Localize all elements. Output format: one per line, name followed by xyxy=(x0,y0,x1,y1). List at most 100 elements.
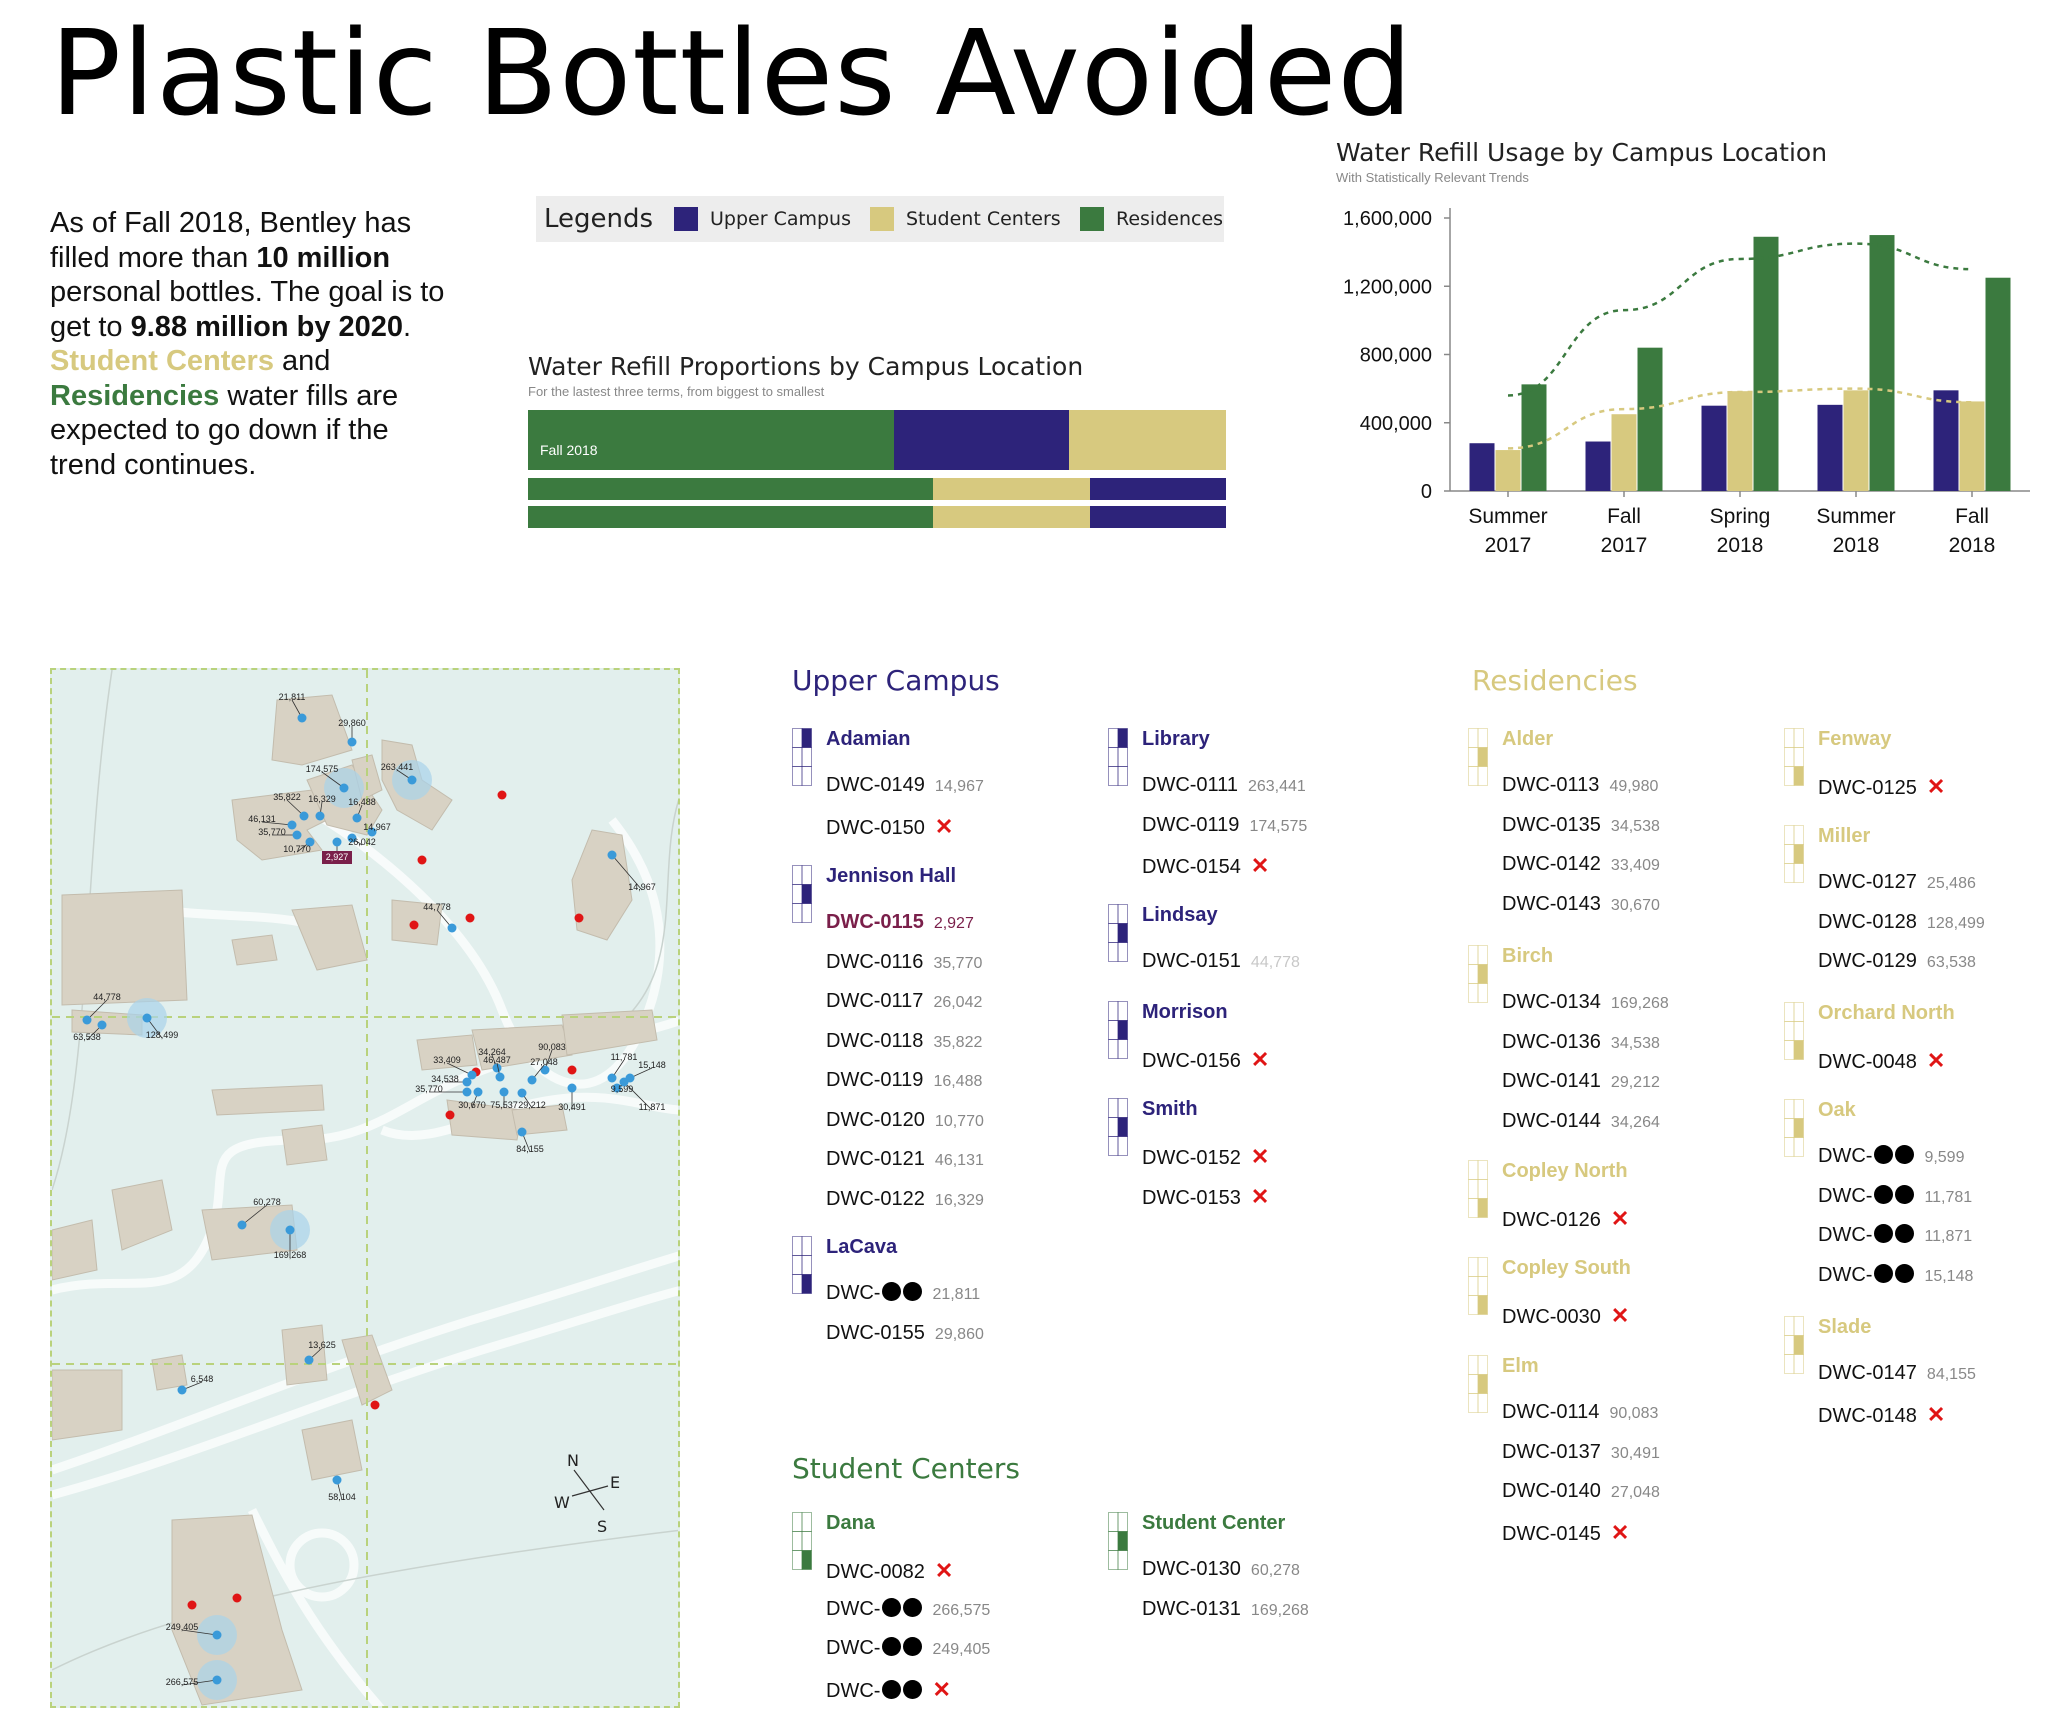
station-fill-count: 63,538 xyxy=(1927,954,1976,972)
map-station-dot[interactable] xyxy=(608,851,617,860)
map-station-label: 6,548 xyxy=(191,1374,214,1384)
floor-cell xyxy=(1469,984,1479,1003)
map-station-dot[interactable] xyxy=(316,812,325,821)
map-station-dot[interactable] xyxy=(518,1128,527,1137)
map-station-dot[interactable] xyxy=(83,1016,92,1025)
map-station-dot[interactable] xyxy=(333,838,342,847)
map-station-dot[interactable] xyxy=(348,738,357,747)
out-of-service-icon: ✕ xyxy=(935,814,953,840)
map-station-dot[interactable] xyxy=(143,1014,152,1023)
station-group-name: Orchard North xyxy=(1818,1002,1955,1025)
map-station-dot[interactable] xyxy=(448,924,457,933)
floor-cell xyxy=(1109,729,1119,748)
map-station-dot[interactable] xyxy=(213,1631,222,1640)
map-station-dot[interactable] xyxy=(213,1676,222,1685)
x-tick-label: 2017 xyxy=(1601,534,1648,557)
map-station-dot[interactable] xyxy=(474,1088,483,1097)
map-station-dot[interactable] xyxy=(463,1078,472,1087)
station-group-header: LaCava xyxy=(792,1236,984,1294)
floor-cell xyxy=(1469,1161,1479,1180)
station-group-header: Smith xyxy=(1108,1098,1269,1156)
station-row[interactable]: DWC-0150✕ xyxy=(826,814,984,854)
map-station-dot[interactable] xyxy=(353,814,362,823)
station-group-name: Elm xyxy=(1502,1355,1539,1378)
floor-cell xyxy=(1478,984,1488,1003)
station-row[interactable]: DWC-✕ xyxy=(826,1677,990,1716)
compass-e: E xyxy=(610,1473,620,1492)
map-station-dot[interactable] xyxy=(298,714,307,723)
station-row[interactable]: DWC-266,575 xyxy=(826,1598,990,1638)
intro-student-centers: Student Centers xyxy=(50,345,274,377)
map-station-dot[interactable] xyxy=(620,1078,629,1087)
station-id: DWC-0119 xyxy=(826,1069,923,1092)
map-station-dot[interactable] xyxy=(518,1089,527,1098)
compass-ns-line xyxy=(574,1470,604,1510)
map-station-dot[interactable] xyxy=(528,1076,537,1085)
map-station-dot[interactable] xyxy=(333,1476,342,1485)
map-station-dot[interactable] xyxy=(286,1226,295,1235)
map-station-dot[interactable] xyxy=(340,784,349,793)
station-row[interactable]: DWC-11,871 xyxy=(1818,1224,1973,1264)
y-tick-label: 800,000 xyxy=(1360,345,1432,367)
station-fill-count: 174,575 xyxy=(1249,818,1307,836)
station-group-name: Oak xyxy=(1818,1099,1856,1122)
map-station-label: 16,329 xyxy=(308,794,336,804)
floor-cell xyxy=(1794,1022,1804,1041)
station-row[interactable]: DWC-249,405 xyxy=(826,1637,990,1677)
station-group-header: Slade xyxy=(1784,1316,1976,1374)
floor-cell xyxy=(802,729,812,748)
floor-cell xyxy=(1478,767,1488,786)
station-row[interactable]: DWC-0148✕ xyxy=(1818,1402,1976,1442)
floor-cell xyxy=(793,1237,803,1256)
station-row[interactable]: DWC-0145✕ xyxy=(1502,1520,1660,1560)
map-station-dot[interactable] xyxy=(238,1221,247,1230)
map-station-dot[interactable] xyxy=(98,1021,107,1030)
floor-cell xyxy=(1794,1355,1804,1374)
map-station-dot[interactable] xyxy=(500,1088,509,1097)
map-station-dot[interactable] xyxy=(496,1073,505,1082)
map-station-dot[interactable] xyxy=(178,1386,187,1395)
floor-cell xyxy=(1794,1317,1804,1336)
map-station-dot[interactable] xyxy=(300,812,309,821)
station-id: DWC-0142 xyxy=(1502,853,1601,876)
station-row[interactable]: DWC-15,148 xyxy=(1818,1264,1973,1304)
map-station-dot[interactable] xyxy=(305,1356,314,1365)
station-row[interactable]: DWC-0153✕ xyxy=(1142,1184,1269,1224)
map-station-dot[interactable] xyxy=(293,831,302,840)
x-tick-label: Summer xyxy=(1816,505,1895,528)
x-tick-label: Fall xyxy=(1607,505,1641,528)
map-station-dot[interactable] xyxy=(568,1084,577,1093)
map-station-dot[interactable] xyxy=(463,1088,472,1097)
station-group-header: Library xyxy=(1108,728,1307,786)
map-station-dot[interactable] xyxy=(408,776,417,785)
floor-cell xyxy=(793,904,803,923)
map-station-dot[interactable] xyxy=(608,1074,617,1083)
station-row[interactable]: DWC-0154✕ xyxy=(1142,853,1307,893)
building-lacava xyxy=(272,695,352,765)
station-row[interactable]: DWC-11,781 xyxy=(1818,1185,1973,1225)
station-group-header: Birch xyxy=(1468,945,1669,1003)
map-station-dot[interactable] xyxy=(288,821,297,830)
